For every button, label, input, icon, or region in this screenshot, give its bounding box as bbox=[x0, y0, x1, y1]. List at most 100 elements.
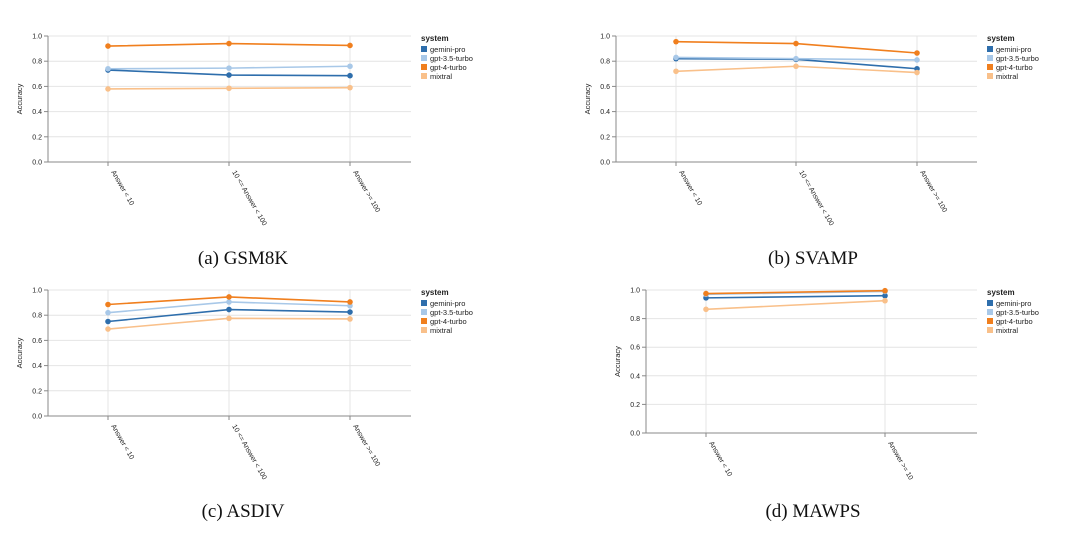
legend-swatch-mixtral bbox=[421, 327, 427, 333]
data-point-gpt-4-turbo bbox=[105, 43, 111, 49]
data-point-gemini-pro bbox=[347, 72, 353, 79]
y-tick-label: 0.6 bbox=[600, 84, 610, 91]
data-point-gpt-3.5-turbo bbox=[347, 63, 353, 70]
data-point-gpt-3.5-turbo bbox=[226, 65, 232, 71]
data-point-gpt-4-turbo bbox=[673, 38, 679, 45]
legend-label: gemini-pro bbox=[996, 299, 1031, 308]
legend-swatch-gpt-4-turbo bbox=[987, 318, 993, 324]
chart-caption: (d) MAWPS bbox=[765, 501, 860, 522]
data-point-gpt-4-turbo bbox=[347, 42, 353, 49]
data-point-gpt-4-turbo bbox=[347, 299, 353, 305]
chart-panel-0: 0.0 0.2 0.4 0.6 0.8 1.0 Answer < 10 10 <= Answe… bbox=[15, 34, 473, 270]
y-tick-label: 0.0 bbox=[600, 160, 610, 167]
legend-label: gpt-4-turbo bbox=[430, 317, 467, 326]
data-point-mixtral bbox=[347, 84, 353, 91]
data-point-gemini-pro bbox=[347, 309, 353, 315]
data-point-gpt-3.5-turbo bbox=[105, 309, 111, 316]
x-tick-label: Answer >= 100 bbox=[918, 170, 948, 214]
legend-label: gpt-4-turbo bbox=[996, 63, 1033, 72]
legend-label: gpt-4-turbo bbox=[996, 317, 1033, 326]
data-point-gpt-4-turbo bbox=[226, 40, 232, 47]
legend-label: mixtral bbox=[996, 72, 1018, 81]
legend-swatch-gpt-3.5-turbo bbox=[987, 55, 993, 61]
series-line-gemini-pro bbox=[705, 294, 886, 299]
y-tick-label: 0.2 bbox=[600, 134, 610, 141]
data-point-mixtral bbox=[347, 316, 353, 322]
y-tick-label: 0.0 bbox=[32, 414, 42, 421]
y-axis-title: Accuracy bbox=[613, 346, 622, 377]
y-tick-label: 0.8 bbox=[600, 59, 610, 66]
y-tick-label: 0.6 bbox=[630, 345, 640, 352]
data-point-gpt-4-turbo bbox=[105, 301, 111, 308]
y-tick-label: 0.4 bbox=[600, 109, 610, 116]
legend-title: system bbox=[987, 34, 1015, 43]
y-tick-label: 1.0 bbox=[32, 34, 42, 41]
data-point-gpt-4-turbo bbox=[793, 40, 799, 47]
legend-swatch-mixtral bbox=[987, 73, 993, 79]
x-tick-label: 10 <= Answer < 100 bbox=[230, 170, 267, 228]
data-point-gemini-pro bbox=[105, 318, 111, 325]
x-tick-label: Answer < 10 bbox=[677, 170, 703, 207]
data-point-mixtral bbox=[703, 306, 709, 313]
y-tick-label: 0.4 bbox=[32, 363, 42, 370]
y-tick-label: 0.4 bbox=[32, 109, 42, 116]
chart-panel-2: 0.0 0.2 0.4 0.6 0.8 1.0 Answer < 10 10 <= Answe… bbox=[15, 288, 473, 523]
y-axis-title: Accuracy bbox=[15, 337, 24, 368]
data-point-mixtral bbox=[673, 68, 679, 75]
data-point-gemini-pro bbox=[226, 306, 232, 313]
data-point-gpt-3.5-turbo bbox=[793, 55, 799, 62]
legend-swatch-mixtral bbox=[421, 73, 427, 79]
data-point-gpt-3.5-turbo bbox=[673, 54, 679, 61]
y-tick-label: 1.0 bbox=[32, 288, 42, 295]
legend-label: mixtral bbox=[430, 326, 452, 335]
series-line-gpt-4-turbo bbox=[705, 289, 886, 295]
y-tick-label: 0.4 bbox=[630, 373, 640, 380]
data-point-gpt-3.5-turbo bbox=[914, 57, 920, 63]
data-point-gpt-4-turbo bbox=[703, 290, 709, 297]
data-point-gpt-4-turbo bbox=[882, 287, 888, 294]
legend-label: gemini-pro bbox=[430, 299, 465, 308]
y-tick-label: 1.0 bbox=[630, 288, 640, 295]
chart-caption: (a) GSM8K bbox=[198, 248, 289, 269]
legend-label: mixtral bbox=[996, 326, 1018, 335]
data-point-gpt-4-turbo bbox=[226, 294, 232, 300]
chart-panel-1: 0.0 0.2 0.4 0.6 0.8 1.0 Answer < 10 10 <= Answe… bbox=[583, 34, 1039, 270]
legend-swatch-gemini-pro bbox=[421, 300, 427, 306]
data-point-mixtral bbox=[914, 69, 920, 76]
y-tick-label: 0.0 bbox=[630, 431, 640, 438]
x-tick-label: Answer < 10 bbox=[109, 170, 135, 207]
legend-swatch-gemini-pro bbox=[987, 300, 993, 306]
x-tick-label: 10 <= Answer < 100 bbox=[797, 170, 834, 228]
y-tick-label: 0.6 bbox=[32, 84, 42, 91]
data-point-gemini-pro bbox=[882, 292, 888, 299]
y-tick-label: 0.6 bbox=[32, 338, 42, 345]
legend-label: gemini-pro bbox=[430, 45, 465, 54]
legend-label: gpt-4-turbo bbox=[430, 63, 467, 72]
legend-label: gpt-3.5-turbo bbox=[996, 308, 1039, 317]
series-line-mixtral bbox=[705, 299, 886, 311]
data-point-mixtral bbox=[226, 85, 232, 92]
chart-panel-3: 0.0 0.2 0.4 0.6 0.8 1.0 Answer < 10 Answer >= 1… bbox=[613, 288, 1039, 523]
data-point-gpt-3.5-turbo bbox=[105, 65, 111, 72]
legend-label: gpt-3.5-turbo bbox=[996, 54, 1039, 63]
legend-swatch-gemini-pro bbox=[421, 46, 427, 52]
data-point-mixtral bbox=[105, 326, 111, 332]
legend-title: system bbox=[987, 288, 1015, 297]
legend-title: system bbox=[421, 34, 449, 43]
legend-title: system bbox=[421, 288, 449, 297]
legend-swatch-gpt-4-turbo bbox=[421, 64, 427, 70]
y-axis-title: Accuracy bbox=[15, 83, 24, 114]
data-point-mixtral bbox=[882, 297, 888, 304]
legend-swatch-mixtral bbox=[987, 327, 993, 333]
legend-swatch-gemini-pro bbox=[987, 46, 993, 52]
x-tick-label: Answer < 10 bbox=[707, 441, 733, 478]
x-tick-label: Answer < 10 bbox=[109, 424, 135, 461]
legend-swatch-gpt-4-turbo bbox=[987, 64, 993, 70]
legend-swatch-gpt-3.5-turbo bbox=[421, 309, 427, 315]
data-point-gemini-pro bbox=[226, 72, 232, 78]
data-point-mixtral bbox=[105, 86, 111, 92]
data-point-mixtral bbox=[226, 315, 232, 322]
chart-caption: (b) SVAMP bbox=[768, 248, 858, 269]
x-tick-label: 10 <= Answer < 100 bbox=[230, 424, 267, 482]
